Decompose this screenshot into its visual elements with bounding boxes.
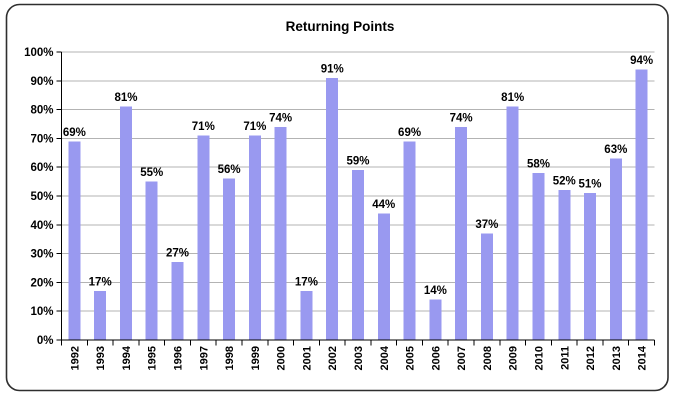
x-label-1992: 1992 bbox=[69, 346, 81, 370]
bar-1995 bbox=[145, 181, 158, 340]
bar-1993 bbox=[94, 291, 107, 340]
bar-2000 bbox=[274, 126, 287, 340]
bar-2004 bbox=[377, 213, 390, 340]
x-axis-labels-group: 1992 1993 1994 1995 1996 1997 1998 1999 2000 2001… bbox=[69, 345, 648, 370]
bar-label-1995: 55% bbox=[140, 167, 163, 179]
bar-label-2000: 74% bbox=[269, 112, 292, 124]
y-tick-label-10: 10% bbox=[30, 306, 53, 318]
x-label-2000: 2000 bbox=[276, 346, 288, 370]
bar-2002 bbox=[326, 77, 339, 341]
bar-2007 bbox=[455, 126, 468, 340]
x-label-2012: 2012 bbox=[585, 346, 597, 370]
x-label-2014: 2014 bbox=[637, 345, 649, 370]
y-tick-label-20: 20% bbox=[30, 277, 53, 289]
bar-1999 bbox=[248, 135, 261, 340]
x-label-1997: 1997 bbox=[198, 346, 210, 370]
bar-1994 bbox=[119, 106, 132, 340]
bar-2009 bbox=[506, 106, 519, 340]
bar-label-1999: 71% bbox=[243, 121, 266, 133]
bar-label-2007: 74% bbox=[450, 112, 473, 124]
y-tick-label-90: 90% bbox=[30, 76, 53, 88]
bar-2001 bbox=[300, 291, 313, 340]
bar-value-labels-group: 69%17%81%55%27%71%56%71%74%17%91%59%44%6… bbox=[63, 55, 653, 297]
bar-label-2010: 58% bbox=[527, 158, 550, 170]
bar-1998 bbox=[223, 178, 236, 340]
x-label-2001: 2001 bbox=[301, 346, 313, 370]
x-label-2008: 2008 bbox=[482, 346, 494, 370]
bar-label-1994: 81% bbox=[114, 92, 137, 104]
bar-2006 bbox=[429, 299, 442, 340]
y-axis-ticks-group bbox=[56, 51, 62, 341]
bar-label-2006: 14% bbox=[424, 285, 447, 297]
bar-label-2009: 81% bbox=[501, 92, 524, 104]
bar-label-2013: 63% bbox=[604, 144, 627, 156]
x-label-2002: 2002 bbox=[327, 346, 339, 370]
bar-label-2003: 59% bbox=[346, 156, 369, 168]
bar-label-1996: 27% bbox=[166, 248, 189, 260]
y-axis-labels-group: 0% 10% 20% 30% 40% 50% 60% 70% 80% 90% 100% bbox=[24, 47, 53, 347]
x-label-1999: 1999 bbox=[250, 346, 262, 370]
bar-2003 bbox=[352, 170, 364, 340]
bar-2005 bbox=[403, 141, 416, 340]
y-tick-label-60: 60% bbox=[30, 162, 53, 174]
bar-label-2002: 91% bbox=[321, 63, 344, 75]
y-tick-label-80: 80% bbox=[30, 105, 53, 117]
x-label-1998: 1998 bbox=[224, 346, 236, 370]
x-label-2013: 2013 bbox=[611, 346, 623, 370]
bar-label-1998: 56% bbox=[218, 164, 241, 176]
bar-2008 bbox=[480, 233, 493, 340]
x-label-2003: 2003 bbox=[353, 346, 365, 370]
bar-1997 bbox=[197, 135, 210, 340]
bar-label-2004: 44% bbox=[372, 199, 395, 211]
x-label-2005: 2005 bbox=[405, 346, 417, 370]
x-label-2011: 2011 bbox=[559, 346, 571, 370]
chart-title: Returning Points bbox=[286, 19, 395, 34]
y-tick-label-50: 50% bbox=[30, 191, 53, 203]
bar-1996 bbox=[171, 262, 184, 340]
x-label-1994: 1994 bbox=[121, 345, 133, 370]
x-label-2009: 2009 bbox=[508, 346, 520, 370]
y-tick-label-0: 0% bbox=[37, 335, 54, 347]
x-label-2004: 2004 bbox=[379, 345, 391, 370]
bar-series-group bbox=[68, 69, 648, 341]
y-tick-label-30: 30% bbox=[30, 249, 53, 261]
y-tick-label-40: 40% bbox=[30, 220, 53, 232]
bar-label-2001: 17% bbox=[295, 277, 318, 289]
bar-label-2008: 37% bbox=[475, 219, 498, 231]
bar-label-1992: 69% bbox=[63, 127, 86, 139]
bar-label-2012: 51% bbox=[579, 179, 602, 191]
y-tick-label-70: 70% bbox=[30, 133, 53, 145]
bar-2013 bbox=[609, 158, 622, 340]
x-label-1996: 1996 bbox=[173, 346, 185, 370]
bar-2011 bbox=[558, 190, 571, 340]
bar-2014 bbox=[635, 69, 648, 340]
bar-label-1997: 71% bbox=[192, 121, 215, 133]
x-label-2010: 2010 bbox=[533, 346, 545, 370]
bar-1992 bbox=[68, 141, 81, 340]
bar-label-1993: 17% bbox=[89, 277, 112, 289]
bar-2012 bbox=[584, 193, 597, 340]
bar-label-2014: 94% bbox=[630, 55, 653, 67]
x-label-2007: 2007 bbox=[456, 346, 468, 370]
x-label-2006: 2006 bbox=[430, 346, 442, 370]
x-label-1993: 1993 bbox=[95, 346, 107, 370]
y-tick-label-100: 100% bbox=[24, 47, 53, 59]
bar-2010 bbox=[532, 172, 545, 340]
bar-label-2005: 69% bbox=[398, 127, 421, 139]
x-axis-ticks-group bbox=[61, 340, 655, 346]
x-label-1995: 1995 bbox=[147, 346, 159, 370]
bar-label-2011: 52% bbox=[553, 176, 576, 188]
